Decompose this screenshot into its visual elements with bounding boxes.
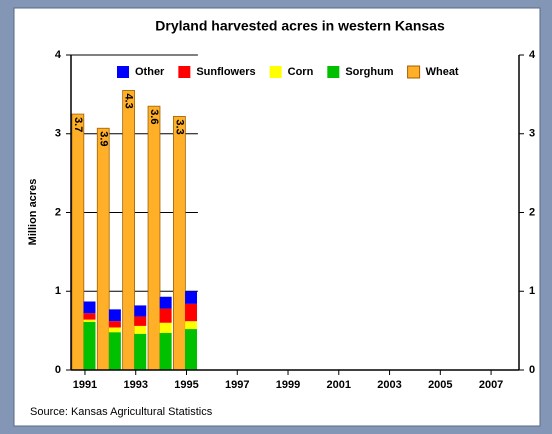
bar-segment xyxy=(159,296,172,309)
bar-annotation: 3.9 xyxy=(97,131,109,146)
bar-segment xyxy=(159,322,172,333)
legend-label: Other xyxy=(135,66,165,78)
x-tick-label: 2003 xyxy=(377,379,401,391)
y-tick-label: 4 xyxy=(55,49,62,61)
bar-segment xyxy=(134,325,147,334)
x-tick-label: 2005 xyxy=(428,379,452,391)
bar xyxy=(122,90,135,371)
legend-swatch xyxy=(178,66,191,78)
y-tick-label: 1 xyxy=(55,285,61,297)
bar-annotation: 3.3 xyxy=(173,119,185,134)
x-tick-label: 1997 xyxy=(225,379,249,391)
legend-label: Corn xyxy=(288,66,314,78)
y-tick-label: 3 xyxy=(55,128,61,140)
bar xyxy=(96,127,110,371)
bar-segment xyxy=(134,316,147,326)
legend-swatch xyxy=(407,65,421,79)
bar-segment xyxy=(83,319,96,322)
bar-segment xyxy=(108,321,121,328)
bar-segment xyxy=(83,301,96,314)
bar-segment xyxy=(185,303,198,322)
x-tick-label: 1991 xyxy=(73,379,97,391)
bar-segment xyxy=(108,309,121,322)
bar-segment xyxy=(159,332,172,370)
bar-segment xyxy=(108,327,121,333)
legend-label: Sunflowers xyxy=(196,66,255,78)
y2-tick-label: 4 xyxy=(529,49,536,61)
legend-swatch xyxy=(117,66,129,78)
y2-tick-label: 1 xyxy=(529,285,535,297)
chart-title: Dryland harvested acres in western Kansa… xyxy=(155,18,445,34)
bar-annotation: 3.6 xyxy=(148,109,160,124)
x-tick-label: 1993 xyxy=(123,379,147,391)
y2-tick-label: 3 xyxy=(529,128,535,140)
y2-tick-label: 0 xyxy=(529,364,535,376)
legend-label: Wheat xyxy=(426,66,459,78)
bar-annotation: 3.7 xyxy=(72,117,84,132)
source: Source: Kansas Agricultural Statistics xyxy=(30,406,213,418)
y-axis-label: Million acres xyxy=(27,179,39,246)
bar-segment xyxy=(185,321,198,330)
bar xyxy=(147,105,161,371)
x-tick-label: 1999 xyxy=(276,379,300,391)
bar-segment xyxy=(159,308,172,323)
bar-segment xyxy=(134,333,147,370)
bar-segment xyxy=(83,313,96,320)
y-tick-label: 0 xyxy=(55,364,61,376)
bar-annotation: 4.3 xyxy=(123,93,135,108)
x-tick-label: 2007 xyxy=(479,379,503,391)
y-tick-label: 2 xyxy=(55,206,61,218)
bar-segment xyxy=(185,291,198,304)
x-tick-label: 1995 xyxy=(174,379,198,391)
bar-segment xyxy=(134,305,147,317)
legend-swatch xyxy=(269,66,282,78)
legend-swatch xyxy=(327,66,340,78)
bar-segment xyxy=(108,332,121,370)
bar-segment xyxy=(83,321,96,370)
x-tick-label: 2001 xyxy=(327,379,351,391)
bar-segment xyxy=(185,329,198,370)
bar xyxy=(71,113,85,371)
y2-tick-label: 2 xyxy=(529,206,535,218)
bar xyxy=(173,116,186,371)
legend-label: Sorghum xyxy=(345,66,393,78)
